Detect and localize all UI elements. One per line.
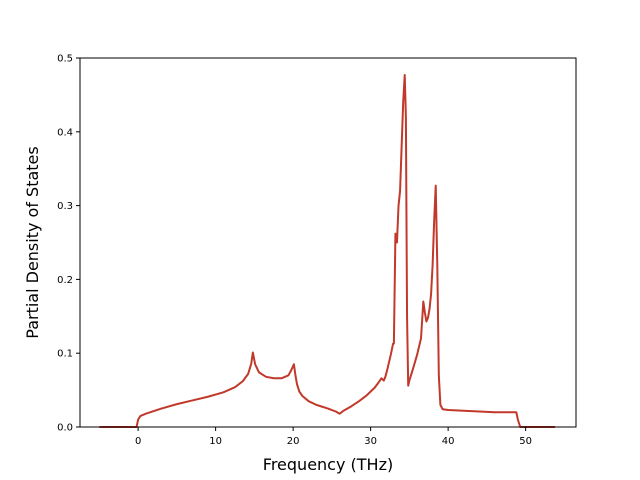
- x-axis-label: Frequency (THz): [263, 455, 393, 474]
- axes-frame: [79, 57, 577, 428]
- x-tick-label: 10: [209, 436, 222, 447]
- y-tick-label: 0.1: [57, 349, 73, 360]
- y-axis-label: Partial Density of States: [23, 146, 42, 338]
- y-tick-label: 0.0: [57, 423, 73, 434]
- x-axis-ticks: 0 10 20 30 40 50: [135, 427, 532, 447]
- y-tick-label: 0.5: [57, 54, 73, 65]
- x-tick-label: 50: [519, 436, 532, 447]
- y-tick-label: 0.3: [57, 201, 73, 212]
- y-axis-ticks: 0.0 0.1 0.2 0.3 0.4 0.5: [57, 54, 80, 434]
- x-tick-label: 20: [287, 436, 300, 447]
- y-tick-label: 0.4: [57, 127, 73, 138]
- plot-area: [99, 73, 556, 428]
- y-tick-label: 0.2: [57, 275, 73, 286]
- x-tick-label: 40: [442, 436, 455, 447]
- pdos-series-line-0: [99, 73, 556, 428]
- x-tick-label: 30: [364, 436, 377, 447]
- x-tick-label: 0: [135, 436, 141, 447]
